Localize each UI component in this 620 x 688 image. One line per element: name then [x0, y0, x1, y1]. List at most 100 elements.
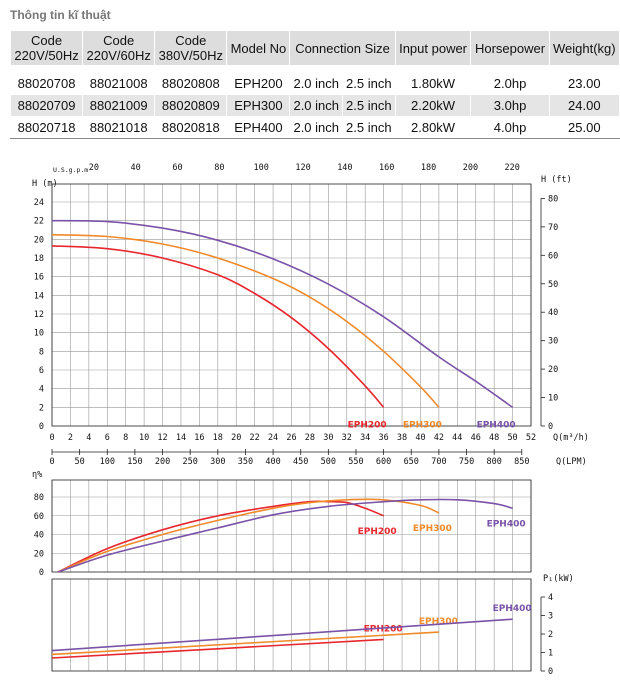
x-tick-label: 40: [415, 433, 425, 443]
y-tick-label: 2: [548, 630, 553, 640]
x-tick-label: 0: [49, 433, 54, 443]
cell-code2: 88021018: [82, 116, 156, 139]
x-tick-label: 2: [68, 433, 73, 443]
cell-power: 2.80kW: [394, 116, 472, 139]
x-tick-label: 38: [397, 433, 407, 443]
x-tick-label: 22: [250, 433, 260, 443]
x-tick-label: 4: [86, 433, 91, 443]
y-tick-label: 80: [34, 493, 44, 503]
series-label: EPH400: [477, 420, 516, 430]
x-tick-label: 16: [194, 433, 204, 443]
y-tick-label: 16: [34, 273, 44, 283]
top-tick-label: 220: [505, 163, 520, 173]
cell-power: 1.80kW: [394, 72, 472, 95]
x-tick-label: 24: [268, 433, 278, 443]
top-tick-label: 60: [172, 163, 182, 173]
top-tick-label: 120: [295, 163, 310, 173]
x2-tick-label: 450: [293, 457, 308, 467]
x-tick-label: 34: [360, 433, 370, 443]
cell-model: EPH400: [226, 116, 291, 139]
top-tick-label: 200: [463, 163, 478, 173]
y2-tick-label: 60: [548, 251, 558, 261]
series-label: EPH300: [403, 420, 442, 430]
x-tick-label: 46: [471, 433, 481, 443]
series-label: EPH200: [358, 527, 397, 537]
header-connection: Connection Size: [289, 30, 396, 66]
series-label: EPH300: [419, 617, 458, 627]
x-tick-label: 36: [378, 433, 388, 443]
x2-tick-label: 500: [321, 457, 336, 467]
table-row: 88020709 88021009 88020809 EPH300 2.0 in…: [9, 94, 620, 117]
header-code-380-50: Code 380V/50Hz: [154, 30, 228, 66]
cell-outlet: 2.5 inch: [342, 94, 396, 117]
cell-code3: 88020808: [154, 72, 228, 95]
x-tick-label: 52: [526, 433, 536, 443]
y-tick-label: 0: [39, 568, 44, 578]
top-tick-label: 40: [131, 163, 141, 173]
y-tick-label: 20: [34, 235, 44, 245]
x2-tick-label: 850: [514, 457, 529, 467]
series-label: EPH400: [487, 519, 526, 529]
series-label: EPH200: [364, 625, 403, 635]
y-axis-label: H (m): [32, 179, 58, 189]
y2-tick-label: 10: [548, 394, 558, 404]
x2-tick-label: 550: [348, 457, 363, 467]
x-tick-label: 26: [286, 433, 296, 443]
top-tick-label: 80: [214, 163, 224, 173]
curve-eff-eph200: [57, 500, 384, 573]
x-tick-label: 20: [231, 433, 241, 443]
x2-tick-label: 250: [182, 457, 197, 467]
y2-tick-label: 30: [548, 337, 558, 347]
cell-code3: 88020809: [154, 94, 228, 117]
x-tick-label: 8: [123, 433, 128, 443]
y-tick-label: 10: [34, 329, 44, 339]
x-tick-label: 30: [323, 433, 333, 443]
cell-hp: 4.0hp: [470, 116, 550, 139]
x-tick-label: 42: [434, 433, 444, 443]
x-tick-label: 12: [157, 433, 167, 443]
table-row: 88020708 88021008 88020808 EPH200 2.0 in…: [9, 72, 620, 95]
plot-frame: [51, 479, 532, 573]
x-tick-label: 10: [139, 433, 149, 443]
series-label: EPH300: [413, 524, 452, 534]
y-tick-label: 18: [34, 254, 44, 264]
y-tick-label: 3: [548, 612, 553, 622]
x-tick-label: 48: [489, 433, 499, 443]
plot-frame: [51, 183, 532, 427]
cell-outlet: 2.5 inch: [342, 72, 396, 95]
cell-code1: 88020708: [9, 72, 84, 95]
y-tick-label: 12: [34, 310, 44, 320]
header-power: Input power: [394, 30, 472, 66]
x2-tick-label: 350: [238, 457, 253, 467]
curve-power-eph200: [51, 638, 384, 659]
x2-tick-label: 700: [431, 457, 446, 467]
y-tick-label: 24: [34, 198, 44, 208]
y2-tick-label: 70: [548, 223, 558, 233]
y-tick-label: 22: [34, 217, 44, 227]
y-tick-label: 20: [34, 549, 44, 559]
x-tick-label: 14: [176, 433, 186, 443]
y-axis-label: η%: [32, 470, 42, 480]
x-axis-label: Q(m³/h): [553, 433, 589, 443]
cell-code2: 88021009: [82, 94, 156, 117]
x-tick-label: 50: [507, 433, 517, 443]
cell-hp: 3.0hp: [470, 94, 550, 117]
spec-table: Code 220V/50Hz Code 220V/60Hz Code 380V/50H…: [9, 30, 620, 139]
top-tick-label: 20: [89, 163, 99, 173]
x2-tick-label: 0: [49, 457, 54, 467]
cell-code1: 88020718: [9, 116, 84, 139]
series-label: EPH200: [348, 420, 387, 430]
top-axis-label: U.S.g.p.m: [53, 166, 88, 174]
y2-tick-label: 0: [548, 422, 553, 432]
y2-tick-label: 80: [548, 194, 558, 204]
cell-weight: 25.00: [548, 116, 620, 139]
header-code-220-60: Code 220V/60Hz: [82, 30, 156, 66]
x2-tick-label: 400: [265, 457, 280, 467]
x2-tick-label: 50: [75, 457, 85, 467]
y-tick-label: 4: [39, 385, 44, 395]
cell-inlet: 2.0 inch: [289, 116, 344, 139]
header-model: Model No: [226, 30, 291, 66]
y2-tick-label: 50: [548, 280, 558, 290]
y2-tick-label: 20: [548, 365, 558, 375]
